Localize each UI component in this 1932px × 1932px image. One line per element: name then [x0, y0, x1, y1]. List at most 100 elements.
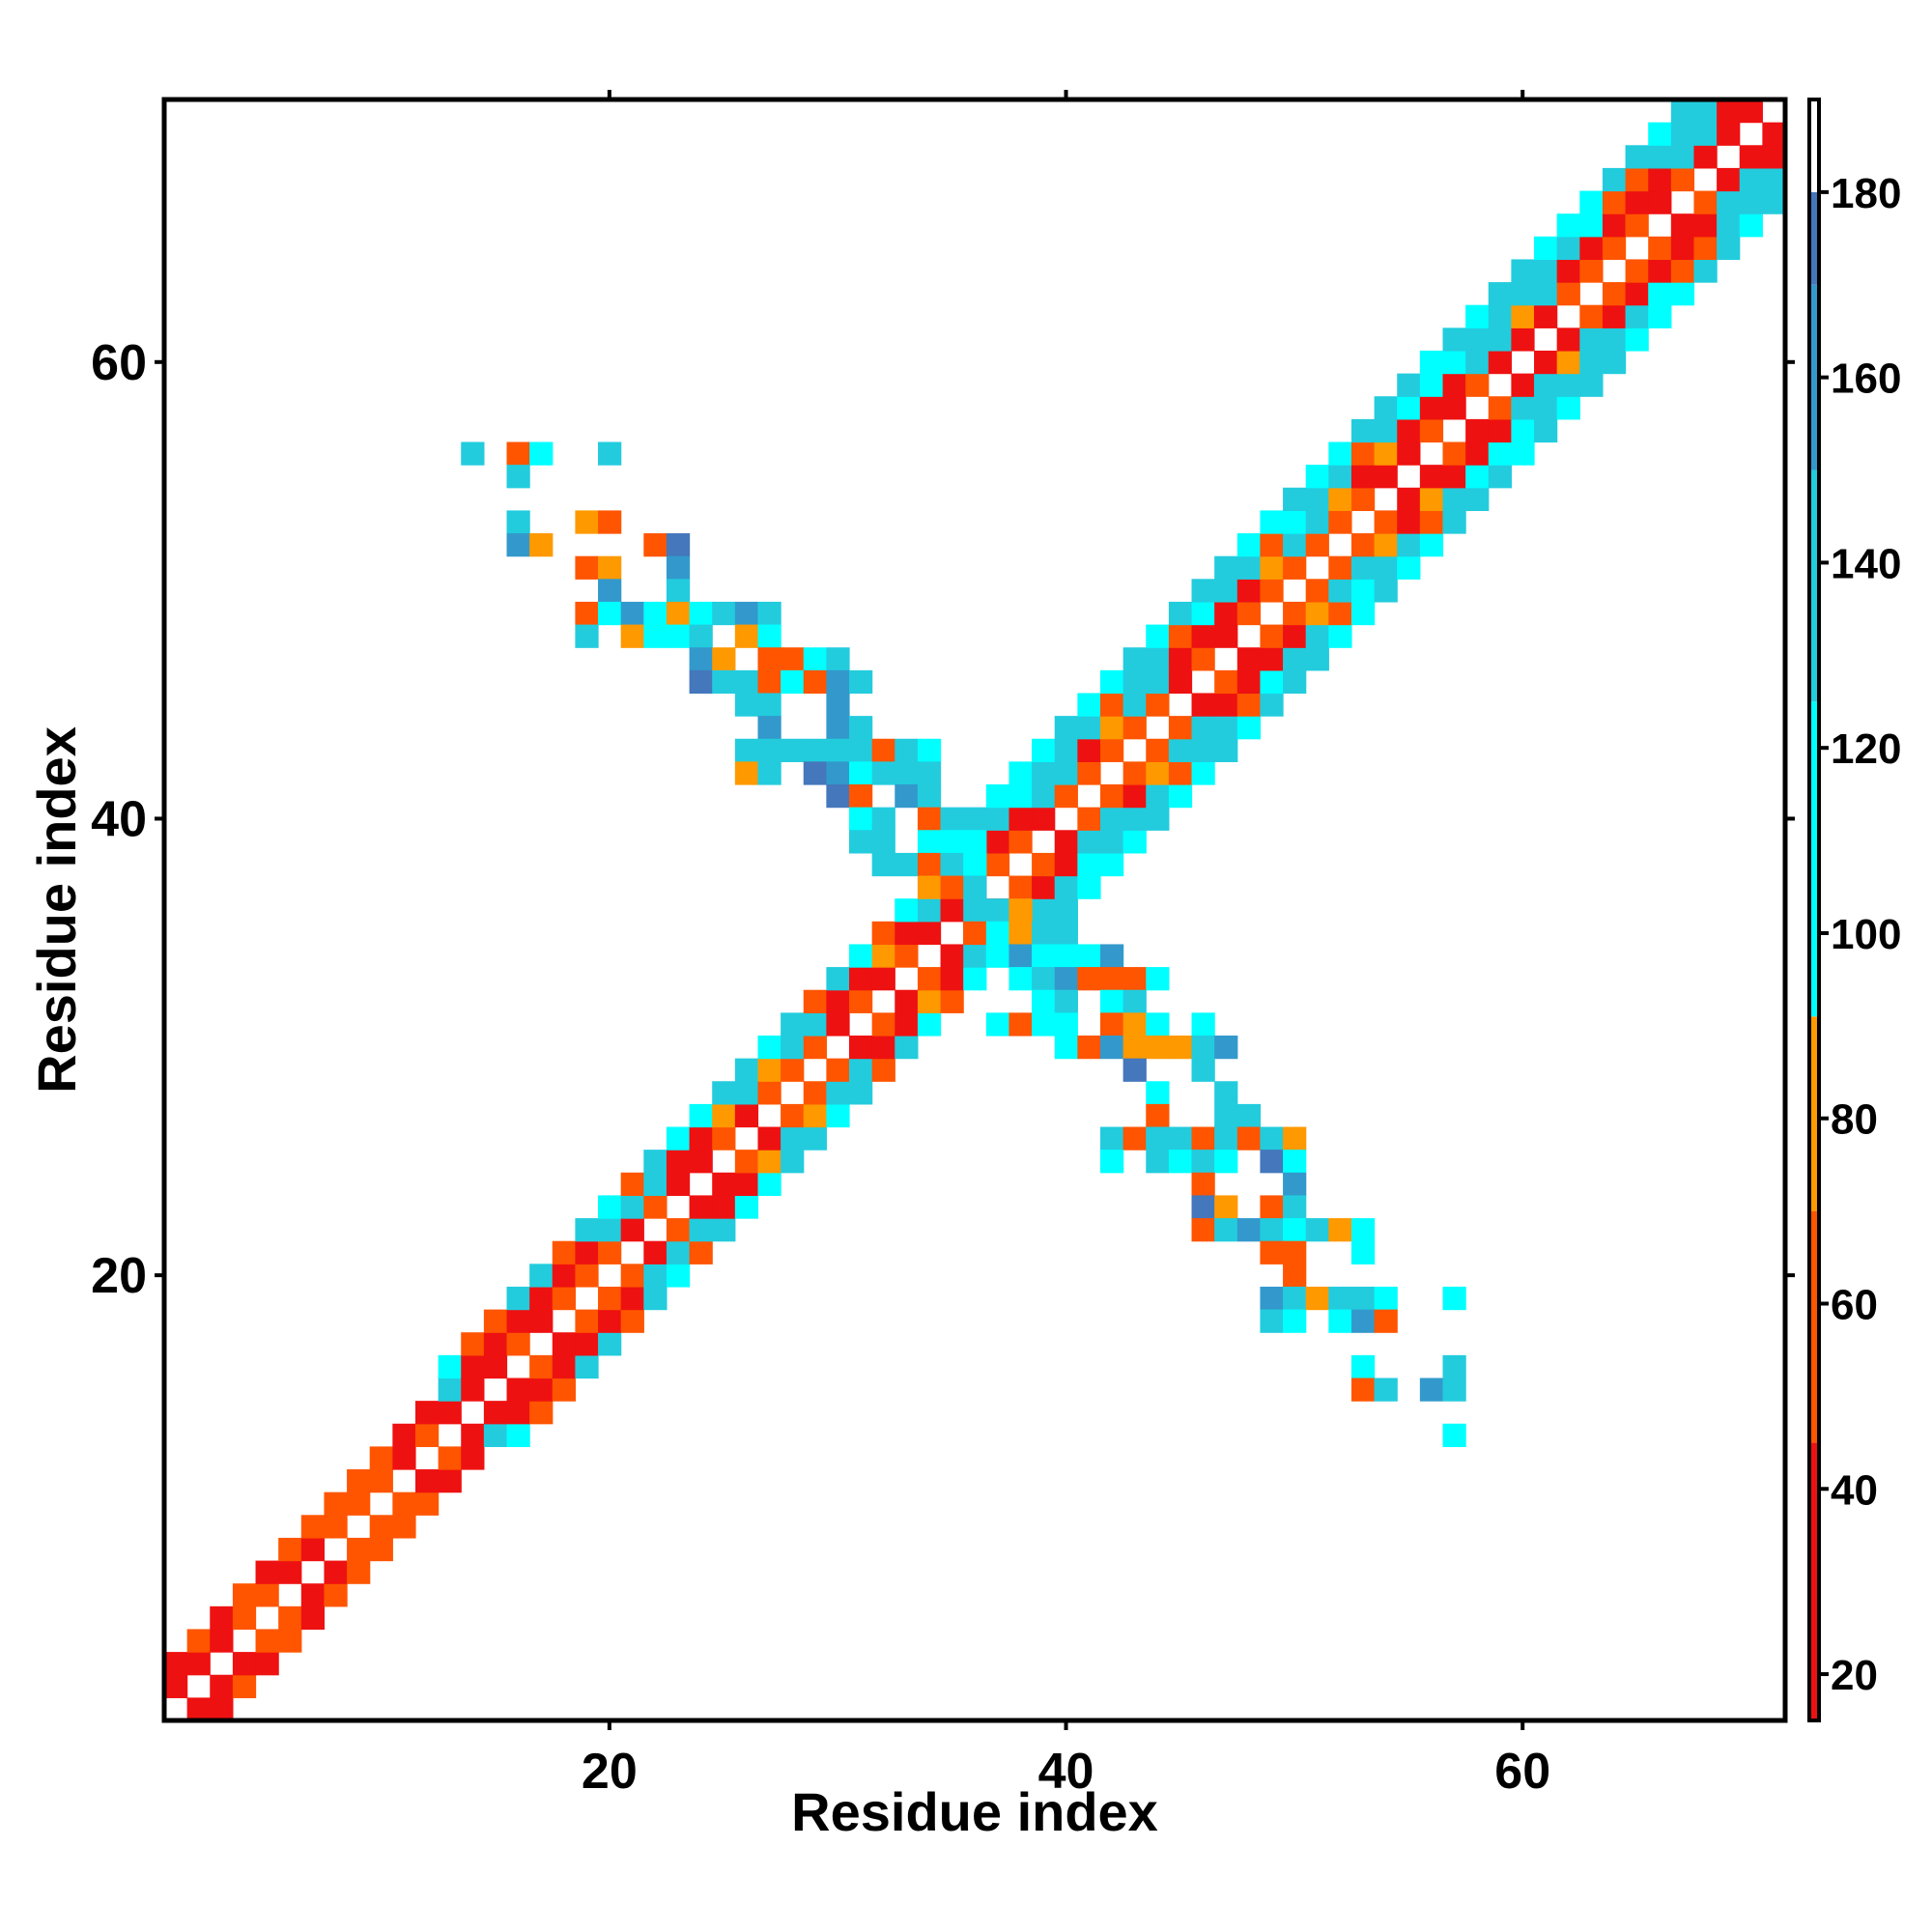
heatmap-cell	[1077, 693, 1101, 717]
heatmap-cell	[414, 1469, 440, 1493]
heatmap-cell	[1328, 624, 1352, 648]
heatmap-cell	[1305, 1286, 1329, 1311]
heatmap-cell	[803, 647, 827, 671]
heatmap-cell	[940, 898, 964, 923]
heatmap-cell	[210, 1674, 234, 1698]
heatmap-cell	[1465, 350, 1490, 375]
heatmap-cell	[826, 1103, 850, 1128]
colorbar-segment	[1809, 1016, 1819, 1211]
y-axis-title: Residue index	[26, 726, 87, 1094]
heatmap-cell	[1465, 487, 1490, 511]
heatmap-cell	[1168, 1035, 1193, 1060]
colorbar-frame	[1807, 98, 1821, 1722]
heatmap-cell	[438, 1401, 462, 1425]
heatmap-cell	[1260, 1195, 1284, 1219]
heatmap-cell	[1488, 282, 1512, 306]
heatmap-cell	[1283, 1150, 1307, 1174]
heatmap-cell	[1283, 555, 1307, 580]
heatmap-cell	[1670, 122, 1695, 146]
heatmap-cell	[483, 1309, 508, 1333]
y-tick-label: 60	[91, 335, 147, 391]
heatmap-cell	[1009, 944, 1033, 968]
colorbar-tick-label: 140	[1831, 540, 1901, 587]
heatmap-cell	[1260, 624, 1284, 648]
heatmap-cell	[826, 784, 850, 809]
heatmap-cell	[643, 624, 668, 648]
heatmap-cell	[1191, 647, 1215, 671]
heatmap-cell	[1465, 327, 1490, 352]
heatmap-cell	[803, 761, 827, 785]
heatmap-cell	[1602, 282, 1627, 306]
heatmap-cell	[757, 1058, 781, 1082]
heatmap-cell	[1054, 989, 1078, 1013]
heatmap-cell	[1442, 465, 1466, 489]
heatmap-cell	[1009, 875, 1033, 899]
colorbar-tick-label: 20	[1831, 1652, 1878, 1699]
heatmap-cell	[1032, 944, 1056, 968]
heatmap-cell	[1670, 236, 1695, 261]
heatmap-cell	[1625, 213, 1649, 238]
heatmap-cell	[1146, 1012, 1170, 1037]
heatmap-cell	[1374, 510, 1398, 534]
heatmap-cell	[1077, 875, 1101, 899]
heatmap-cell	[1305, 533, 1329, 557]
y-tick-label: 40	[91, 791, 147, 847]
heatmap-cell	[1648, 145, 1672, 169]
heatmap-cell	[734, 1150, 759, 1174]
heatmap-cell	[1350, 1378, 1376, 1402]
heatmap-cell	[1099, 830, 1124, 854]
heatmap-cell	[1556, 350, 1580, 375]
heatmap-cell	[1534, 418, 1558, 443]
heatmap-cell	[1236, 693, 1262, 717]
heatmap-cell	[1236, 579, 1262, 603]
heatmap-cell	[1442, 487, 1466, 511]
heatmap-cell	[1511, 441, 1535, 466]
heatmap-cell	[666, 579, 691, 603]
heatmap-cell	[963, 807, 987, 831]
heatmap-cell	[871, 852, 895, 877]
heatmap-cell	[1534, 282, 1558, 306]
heatmap-cell	[1054, 898, 1078, 923]
heatmap-cell	[1419, 510, 1444, 534]
heatmap-cell	[781, 1103, 805, 1128]
heatmap-cell	[1511, 373, 1535, 397]
heatmap-cell	[529, 1354, 554, 1379]
heatmap-cell	[1350, 465, 1376, 489]
heatmap-cell	[985, 830, 1010, 854]
heatmap-cell	[1191, 761, 1215, 785]
heatmap-cell	[1077, 944, 1101, 968]
heatmap-cell	[849, 784, 873, 809]
heatmap-cell	[1009, 830, 1033, 854]
heatmap-cell	[1236, 1126, 1262, 1151]
heatmap-cell	[917, 898, 942, 923]
heatmap-cell	[1054, 944, 1078, 968]
heatmap-cell	[1214, 555, 1238, 580]
heatmap-cell	[461, 1378, 485, 1402]
heatmap-cell	[300, 1537, 326, 1562]
heatmap-cell	[1397, 441, 1421, 466]
heatmap-cell	[598, 1240, 622, 1264]
heatmap-cell	[1442, 441, 1466, 466]
heatmap-cell	[757, 716, 781, 740]
heatmap-cell	[1214, 624, 1238, 648]
heatmap-cell	[917, 738, 942, 762]
heatmap-cell	[324, 1583, 348, 1607]
heatmap-cell	[1374, 1378, 1398, 1402]
heatmap-cell	[1283, 1195, 1307, 1219]
heatmap-cell	[826, 647, 850, 671]
heatmap-cell	[620, 1309, 644, 1333]
heatmap-cell	[871, 1058, 895, 1082]
heatmap-cell	[1739, 213, 1763, 238]
heatmap-cell	[1283, 1264, 1307, 1288]
heatmap-cell	[1511, 327, 1535, 352]
heatmap-cell	[483, 1332, 508, 1356]
heatmap-cell	[689, 1126, 713, 1151]
heatmap-cell	[666, 555, 691, 580]
heatmap-cell	[666, 533, 691, 557]
heatmap-cell	[1236, 533, 1262, 557]
heatmap-cell	[1556, 396, 1580, 420]
heatmap-cell	[1032, 852, 1056, 877]
heatmap-cell	[1077, 967, 1101, 991]
heatmap-cell	[1077, 716, 1101, 740]
